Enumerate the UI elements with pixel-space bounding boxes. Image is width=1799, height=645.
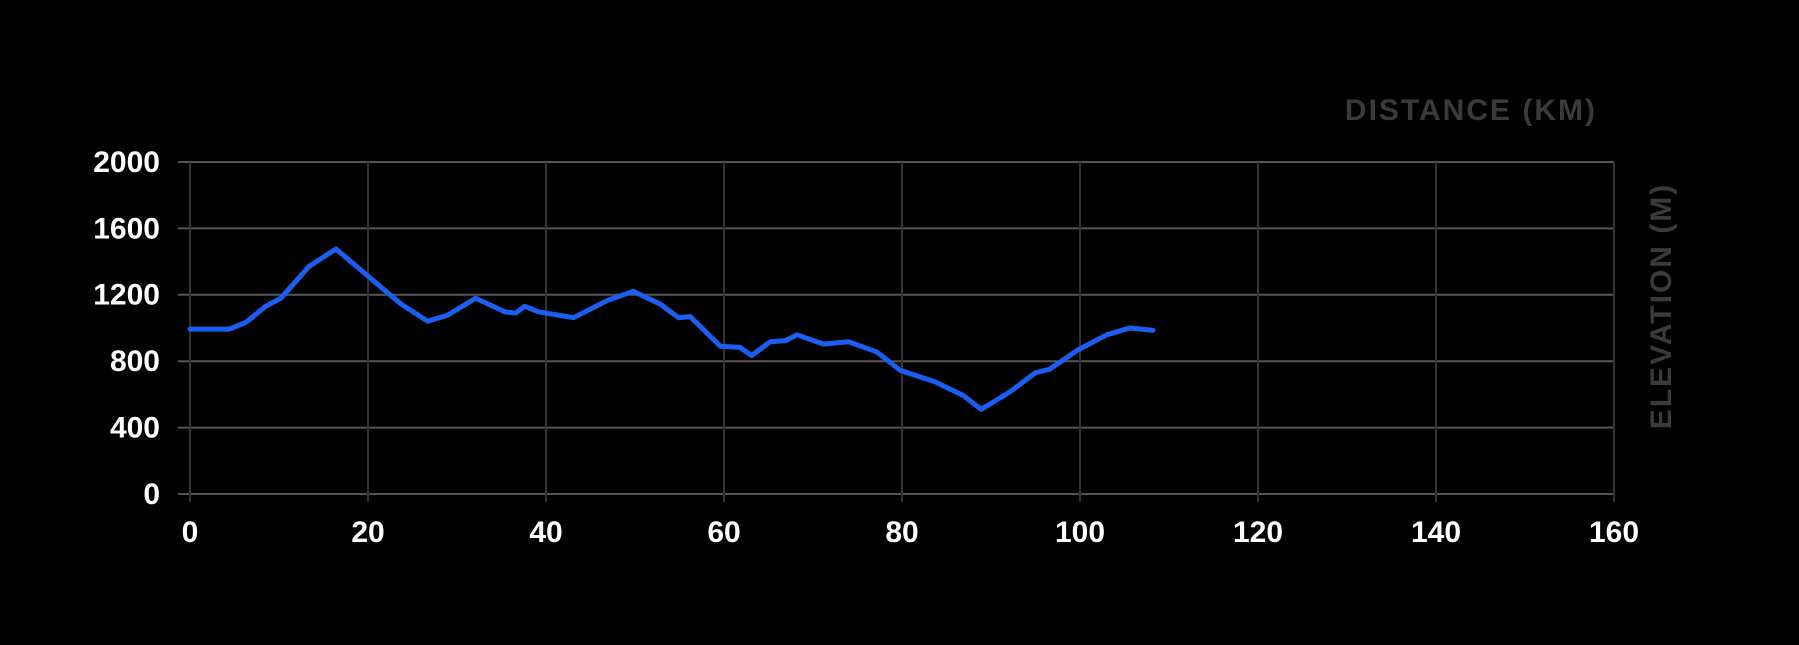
y-tick-label: 2000 xyxy=(93,146,160,179)
y-tick-label: 1600 xyxy=(93,212,160,245)
x-tick-label: 60 xyxy=(707,516,740,549)
x-tick-label: 140 xyxy=(1411,516,1461,549)
x-tick-label: 40 xyxy=(529,516,562,549)
x-tick-label: 80 xyxy=(885,516,918,549)
y-tick-label: 0 xyxy=(143,478,160,511)
y-tick-label: 400 xyxy=(110,412,160,445)
y-axis-title: ELEVATION (M) xyxy=(1645,183,1678,430)
x-axis-title: DISTANCE (KM) xyxy=(1345,94,1597,127)
x-tick-label: 20 xyxy=(351,516,384,549)
y-tick-label: 1200 xyxy=(93,279,160,312)
x-tick-label: 160 xyxy=(1589,516,1639,549)
x-tick-label: 100 xyxy=(1055,516,1105,549)
x-tick-label: 0 xyxy=(182,516,199,549)
y-tick-label: 800 xyxy=(110,345,160,378)
x-tick-label: 120 xyxy=(1233,516,1283,549)
elevation-line xyxy=(187,246,1156,412)
